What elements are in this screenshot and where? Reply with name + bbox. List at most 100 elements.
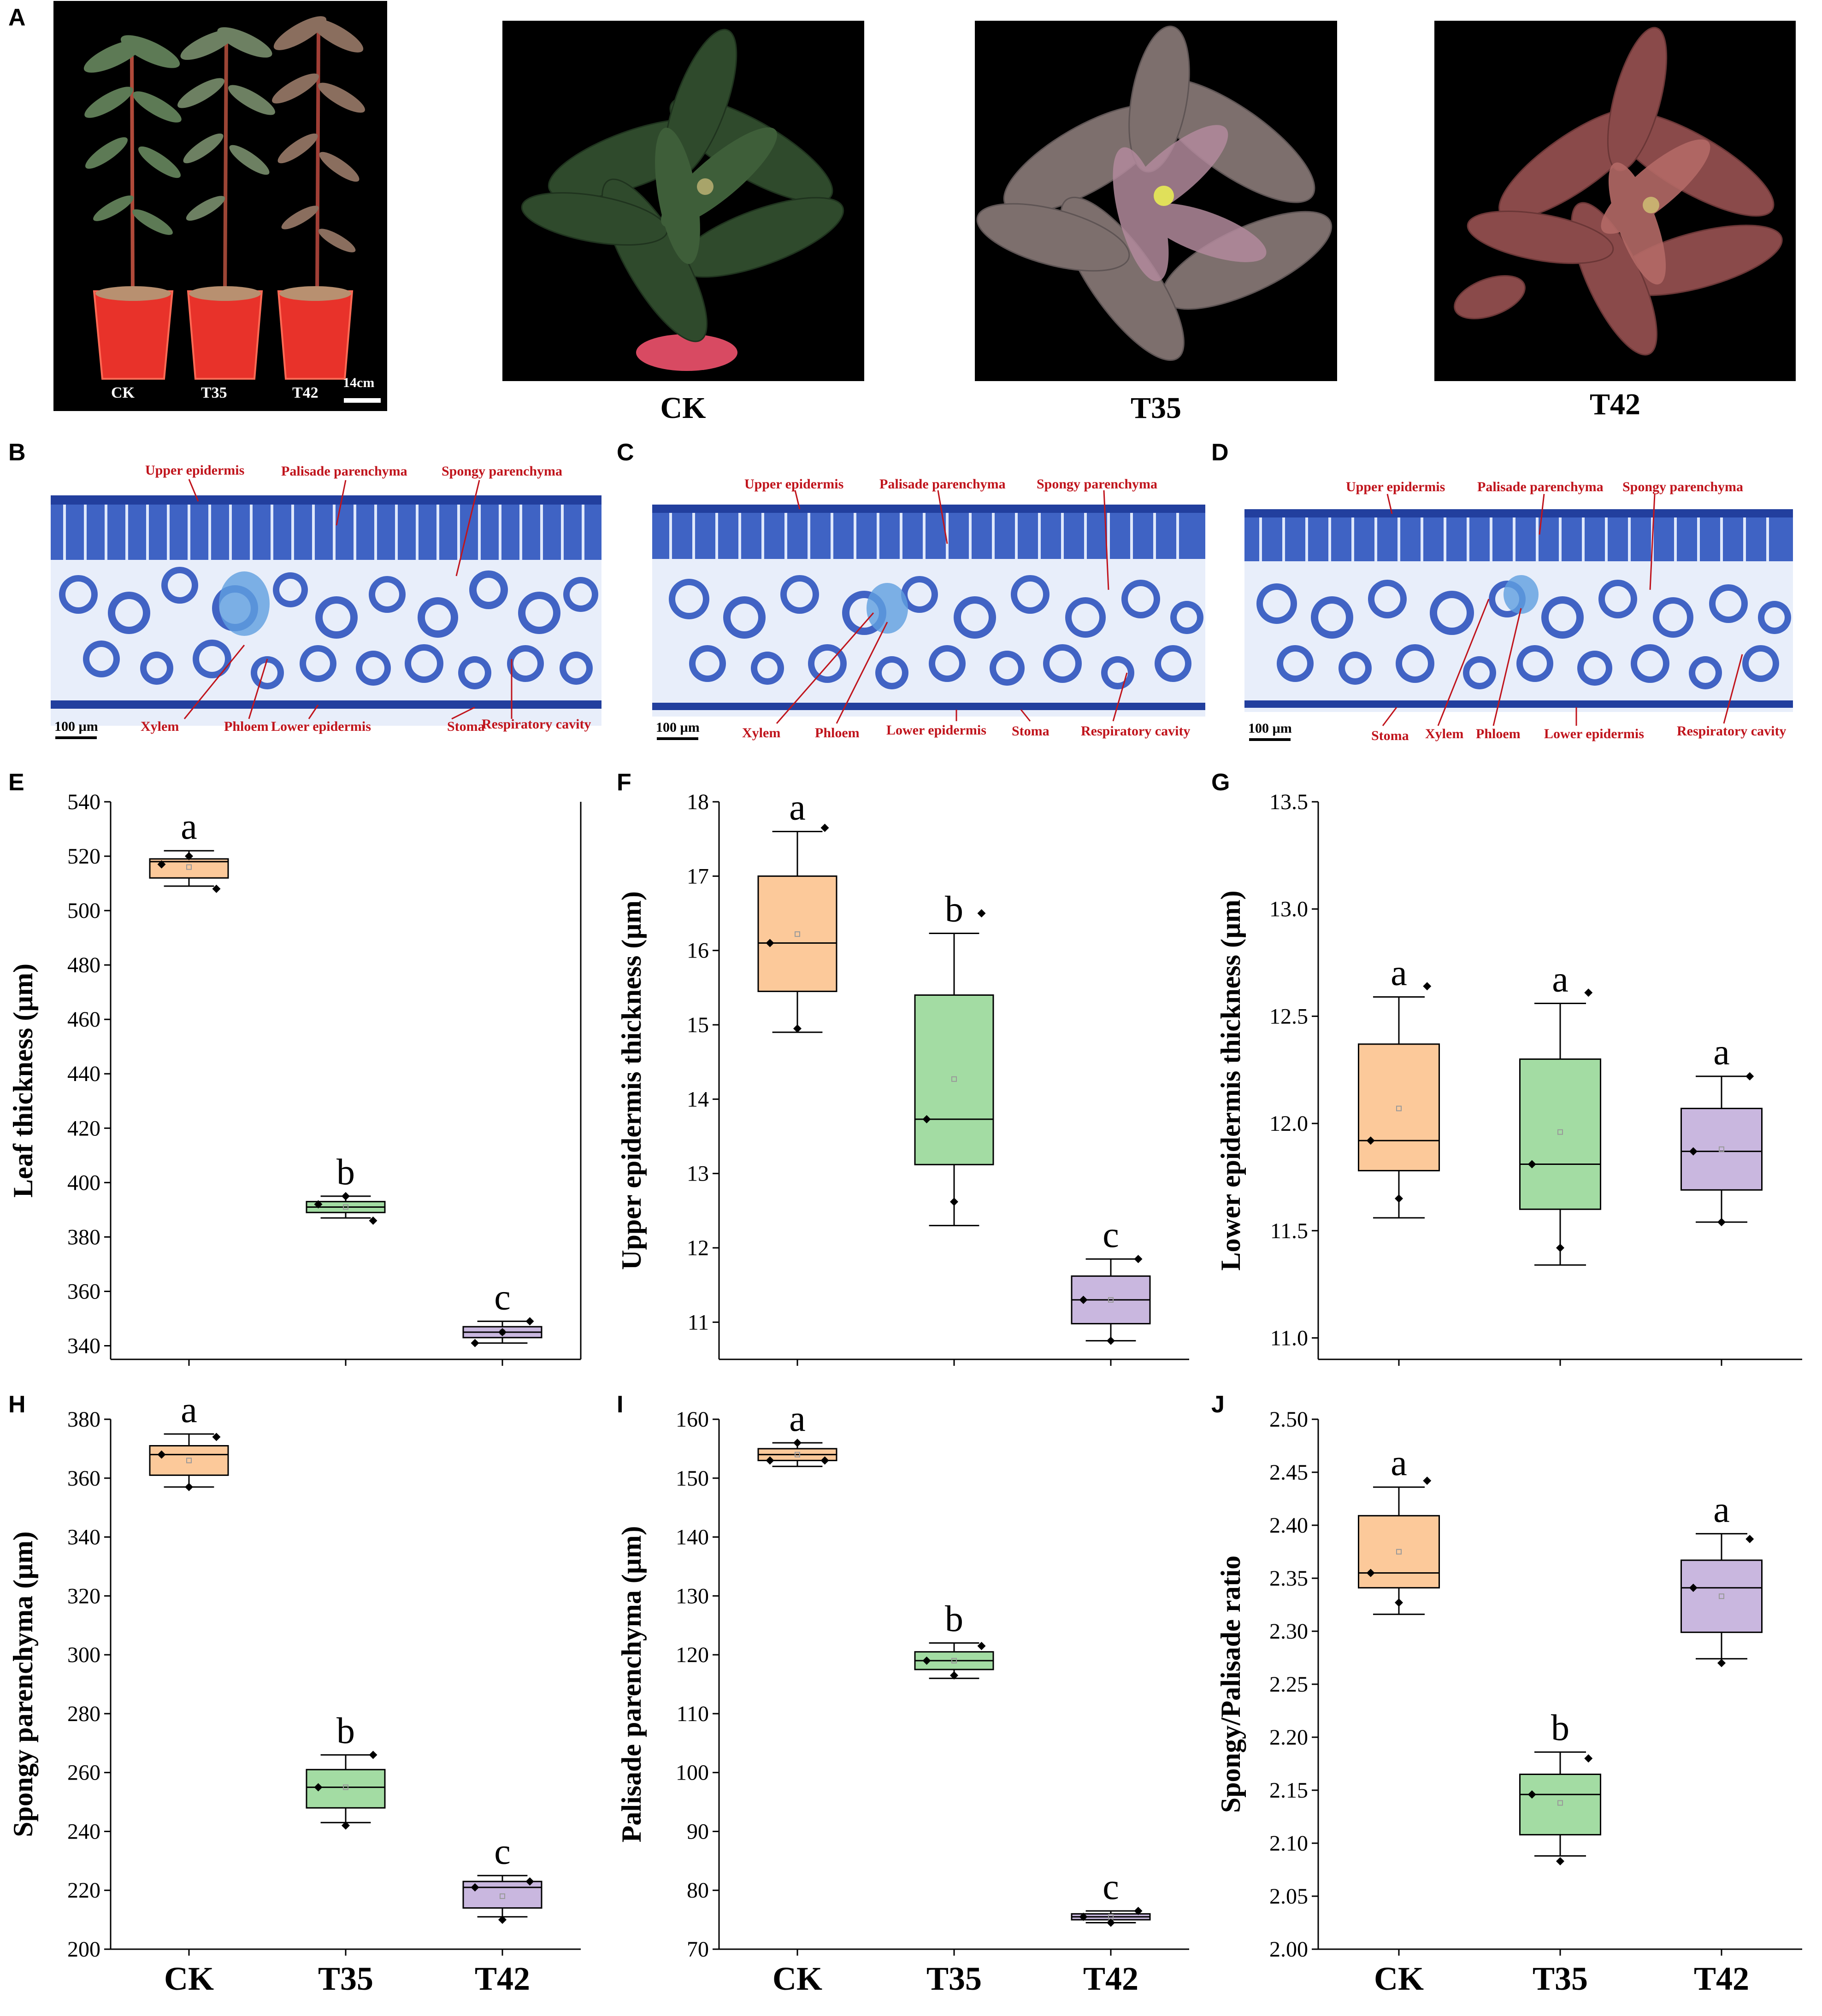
y-tick-label: 2.50 [1269,1407,1308,1432]
label-xylem: Xylem [1425,726,1464,741]
scale-bar-label: 14cm [343,375,375,390]
data-point [1395,1194,1403,1203]
y-tick-label: 240 [67,1819,100,1844]
data-point [525,1877,534,1886]
chart-lower-epidermis-thickness: 11.0 11.5 12.0 12.5 13.0 13.5 Lower epidermis … [1215,790,1802,1366]
data-point [820,1456,829,1465]
y-tick-label: 380 [67,1225,100,1249]
y-tick-label: 400 [67,1170,100,1195]
data-point [1366,1136,1375,1145]
top-view-photo-t42 [1434,21,1796,381]
y-tick-label: 90 [687,1819,709,1844]
y-tick-label: 16 [687,939,709,963]
pot-label-t42: T42 [292,384,318,401]
photo-caption-ck: CK [660,391,706,425]
x-tick-label: CK [164,1960,214,1997]
data-point [1107,1918,1115,1927]
panel-letter-a: A [8,4,26,31]
top-view-photo-ck [502,21,864,381]
data-point [922,1656,931,1665]
y-tick-label: 2.10 [1269,1831,1308,1856]
y-tick-label: 15 [687,1013,709,1037]
data-point [766,1456,774,1465]
y-axis-label: Spongy/Palisade ratio [1215,1556,1246,1813]
data-point [314,1783,323,1792]
cross-section-t42: Upper epidermis Palisade parenchyma Spon… [1244,456,1793,749]
data-point [1527,1790,1536,1799]
data-point [1745,1534,1754,1543]
label-lower-epidermis: Lower epidermis [1544,726,1644,741]
label-lower-epidermis: Lower epidermis [271,719,371,734]
data-point [1107,1336,1115,1345]
mean-marker [186,864,192,870]
data-point [950,1197,958,1206]
y-tick-label: 130 [676,1584,709,1608]
chart-upper-epidermis-thickness: 11 12 13 14 15 16 17 18 Upper epidermis thicknes… [616,788,1189,1366]
data-point [498,1916,507,1924]
panel-letter-c: C [617,439,634,466]
y-tick-label: 360 [67,1279,100,1304]
y-tick-label: 220 [67,1878,100,1903]
significance-letter: a [789,788,806,828]
mean-marker [1108,1297,1114,1303]
data-point [820,823,829,832]
data-point [342,1821,350,1830]
label-palisade-parenchyma: Palisade parenchyma [879,476,1006,492]
potted-plants-photo: CK T35 T42 14cm [53,1,387,411]
mean-marker [951,1076,957,1082]
y-tick-label: 13 [687,1162,709,1186]
label-spongy-parenchyma: Spongy parenchyma [442,464,563,479]
data-point [212,884,221,893]
y-tick-label: 2.15 [1269,1778,1308,1803]
data-point [1556,1857,1564,1866]
y-tick-label: 2.05 [1269,1884,1308,1909]
chart-leaf-thickness: 340 360 380 400 420 440 460 480 500 520 540 Leaf th… [8,790,582,1366]
y-tick-label: 500 [67,899,100,923]
label-upper-epidermis: Upper epidermis [744,476,844,492]
scale-bar-label: 100 µm [656,720,700,735]
data-point [1079,1912,1088,1921]
panel-letter-i: I [617,1391,624,1418]
significance-letter: c [1103,1215,1119,1255]
data-point [471,1883,479,1892]
significance-letter: b [1551,1708,1569,1748]
y-tick-label: 150 [676,1466,709,1491]
photo-caption-t42: T42 [1589,388,1641,421]
chart-palisade-parenchyma: 70 80 90 100 110 120 130 140 150 160 Palisade pare… [616,1401,1189,1997]
mean-marker [795,931,800,937]
y-tick-label: 460 [67,1007,100,1032]
y-tick-label: 11.5 [1270,1219,1308,1243]
data-point [1745,1072,1754,1081]
x-tick-label: T35 [1533,1960,1588,1997]
data-point [342,1192,350,1200]
data-point [1717,1659,1726,1667]
significance-letter: b [336,1152,355,1193]
y-tick-label: 2.00 [1269,1937,1308,1962]
y-tick-label: 11 [688,1310,709,1334]
y-tick-label: 17 [687,864,709,888]
y-tick-label: 340 [67,1334,100,1358]
y-tick-label: 12 [687,1236,709,1260]
x-tick-label: T42 [475,1960,530,1997]
significance-letter: c [494,1831,511,1872]
box-ck [1358,1043,1440,1171]
y-tick-label: 80 [687,1878,709,1903]
photo-caption-t35: T35 [1130,391,1182,425]
cross-section-t35-image [652,490,1205,740]
x-tick-label: T35 [318,1960,373,1997]
y-tick-label: 2.40 [1269,1513,1308,1538]
y-tick-label: 110 [677,1702,709,1726]
x-tick-label: CK [1374,1960,1424,1997]
data-point [1134,1906,1143,1915]
x-tick-label: T42 [1694,1960,1749,1997]
x-tick-label: T35 [926,1960,982,1997]
scale-bar-label: 100 µm [54,719,98,734]
data-point [1717,1218,1726,1227]
label-stoma: Stoma [1371,728,1409,743]
data-point [1366,1569,1375,1577]
significance-letter: a [1391,1443,1407,1483]
label-spongy-parenchyma: Spongy parenchyma [1622,479,1744,494]
y-tick-label: 100 [676,1761,709,1785]
y-tick-label: 2.30 [1269,1619,1308,1644]
panel-letter-d: D [1211,439,1229,466]
